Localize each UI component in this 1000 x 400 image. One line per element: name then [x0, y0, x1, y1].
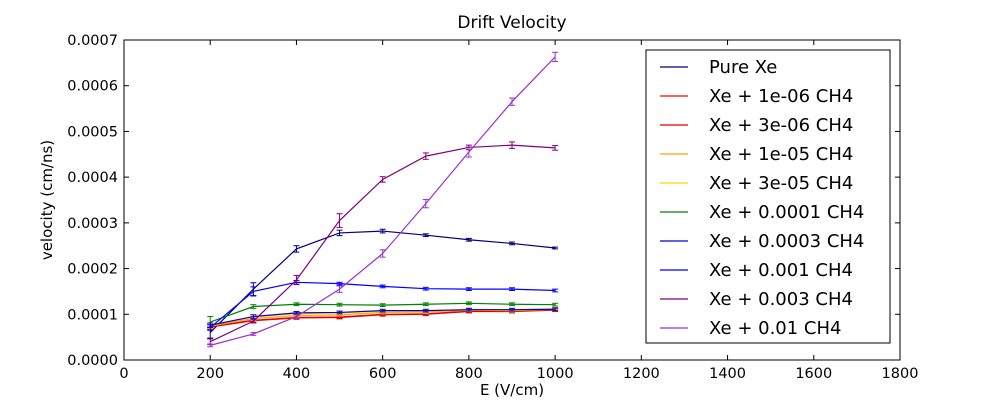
y-tick-label: 0.0007: [67, 33, 118, 49]
y-tick-label: 0.0002: [67, 262, 118, 278]
x-tick-label: 1000: [537, 366, 574, 382]
y-tick-label: 0.0000: [67, 353, 118, 369]
y-tick-label: 0.0003: [67, 216, 118, 232]
x-tick-label: 1200: [623, 366, 660, 382]
legend-box: [645, 49, 891, 344]
series-5: [207, 301, 559, 329]
legend-label: Xe + 0.003 CH4: [709, 289, 853, 310]
legend-label: Xe + 0.01 CH4: [709, 318, 841, 339]
x-tick-label: 1600: [795, 366, 832, 382]
legend-label: Xe + 0.0003 CH4: [709, 231, 864, 252]
y-axis-label: velocity (cm/ns): [38, 140, 56, 260]
legend-label: Xe + 1e-05 CH4: [709, 144, 853, 165]
series-0: [207, 228, 559, 339]
legend-label: Pure Xe: [709, 57, 777, 78]
legend-label: Xe + 0.001 CH4: [709, 260, 853, 281]
series-6: [207, 307, 559, 329]
x-tick-label: 1400: [709, 366, 746, 382]
legend-label: Xe + 3e-05 CH4: [709, 173, 853, 194]
series-9: [207, 51, 559, 348]
x-tick-label: 1800: [882, 366, 919, 382]
axes-frame: [123, 39, 901, 361]
legend-label: Xe + 0.0001 CH4: [709, 202, 864, 223]
x-tick-label: 0: [119, 366, 128, 382]
x-tick-label: 600: [369, 366, 397, 382]
y-tick-label: 0.0004: [67, 170, 118, 186]
x-tick-label: 200: [196, 366, 224, 382]
y-tick-label: 0.0005: [67, 124, 118, 140]
x-tick-label: 400: [283, 366, 311, 382]
legend: Pure Xe Xe + 1e-06 CH4 Xe + 3e-06 CH4 Xe + …: [645, 49, 891, 344]
legend-label: Xe + 3e-06 CH4: [709, 115, 853, 136]
series-7: [207, 279, 559, 331]
x-axis-label: E (V/cm): [480, 381, 544, 399]
x-tick-label: 800: [455, 366, 483, 382]
chart-title: Drift Velocity: [457, 13, 566, 33]
y-tick-label: 0.0006: [67, 79, 118, 95]
y-tick-label: 0.0001: [67, 307, 118, 323]
axis-ticks: 0 200 400 600 800 1000 1200 1400 1600 1800 0.0000 0…: [67, 33, 918, 382]
legend-label: Xe + 1e-06 CH4: [709, 86, 853, 107]
plot-area: [207, 51, 559, 348]
